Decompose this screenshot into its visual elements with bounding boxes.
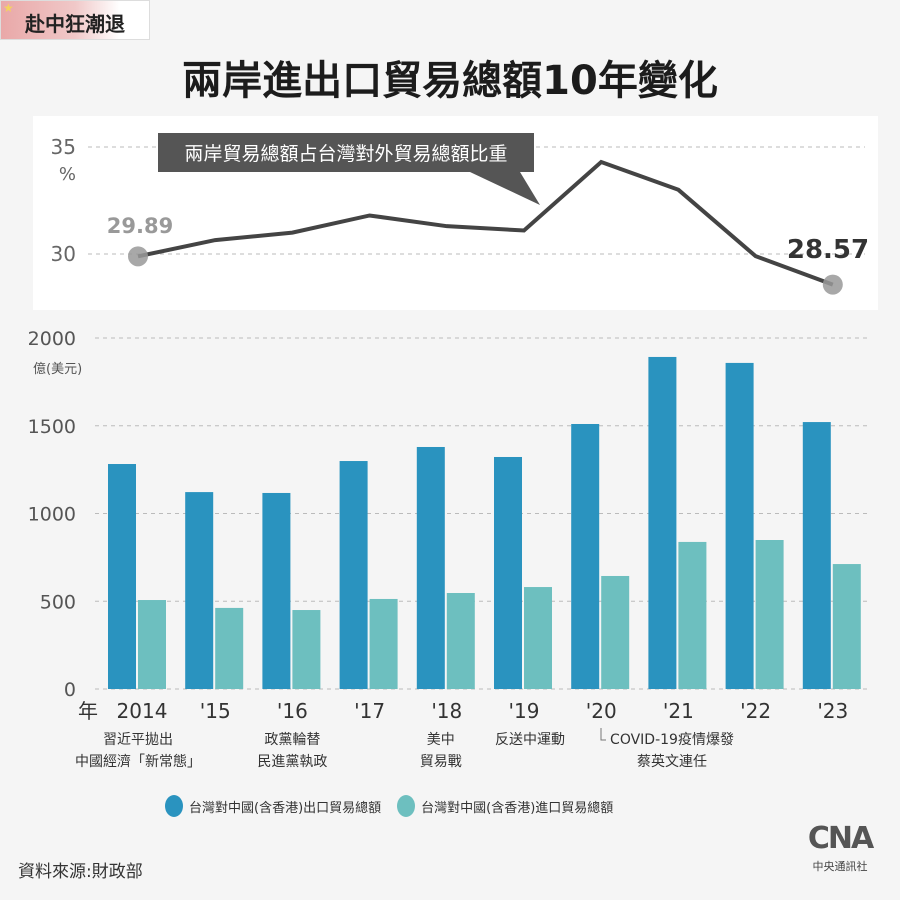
last-value-label: 28.57	[787, 235, 869, 265]
import-bar	[292, 610, 321, 689]
export-bar	[185, 492, 214, 689]
export-bar	[571, 423, 600, 689]
legend-import-swatch	[397, 795, 416, 817]
legend-export: 台灣對中國(含香港)出口貿易總額	[165, 795, 381, 817]
export-bar	[339, 461, 368, 689]
export-bar	[262, 492, 291, 689]
event-annotation: 民進黨執政	[257, 754, 327, 770]
x-tick-label: '21	[663, 699, 694, 723]
y-tick-label: 1000	[28, 504, 76, 526]
export-bar	[494, 456, 522, 689]
export-bar	[725, 362, 754, 689]
y-unit: %	[59, 164, 76, 185]
logo-name: 中央通訊社	[812, 860, 868, 873]
export-bar	[416, 446, 445, 689]
annotation-connector	[600, 728, 606, 741]
import-bar	[832, 564, 861, 689]
import-bar	[678, 541, 707, 689]
callout-pointer	[470, 172, 540, 205]
y-tick-label: 1500	[28, 416, 76, 438]
event-annotation: 美中	[427, 732, 455, 748]
x-tick-label: '20	[586, 699, 617, 723]
import-bar	[215, 607, 244, 689]
line-point	[822, 274, 843, 295]
x-tick-label: '19	[509, 699, 540, 723]
page-title: 兩岸進出口貿易總額10年變化	[182, 58, 718, 104]
x-tick-label: '16	[277, 699, 308, 723]
import-bar	[138, 600, 166, 689]
event-annotation: 反送中運動	[495, 732, 565, 748]
y-tick-label: 0	[64, 679, 76, 701]
logo-mark: CNA	[807, 821, 874, 856]
export-bar	[648, 356, 677, 689]
event-annotation: 蔡英文連任	[637, 753, 707, 770]
x-tick-label: '15	[200, 699, 231, 723]
line-point	[128, 246, 148, 267]
event-annotation: 貿易戰	[420, 754, 462, 770]
y-tick-label: 2000	[28, 328, 76, 350]
x-tick-label: '17	[354, 699, 385, 723]
event-annotation: 政黨輪替	[264, 731, 320, 748]
x-tick-label: '18	[431, 699, 462, 723]
y-tick-label: 30	[51, 242, 76, 266]
import-bar	[369, 598, 398, 689]
callout-box	[158, 133, 534, 172]
line-series	[137, 159, 834, 287]
event-annotation: 中國經濟「新常態」	[75, 754, 201, 770]
cna-logo: CNA 中央通訊社	[800, 822, 880, 874]
topic-tag-label: 赴中狂潮退	[25, 12, 125, 36]
topic-tag: ★ 赴中狂潮退	[0, 0, 150, 40]
legend-import: 台灣對中國(含香港)進口貿易總額	[397, 795, 613, 817]
import-bar	[524, 587, 552, 689]
legend-export-label: 台灣對中國(含香港)出口貿易總額	[189, 800, 382, 816]
export-bar	[802, 422, 831, 689]
import-bar	[601, 575, 630, 689]
event-annotation: COVID-19疫情爆發	[610, 732, 734, 748]
export-bar	[108, 464, 136, 689]
x-tick-label: '23	[817, 699, 848, 723]
import-bar	[755, 540, 784, 689]
event-annotation: 習近平拋出	[103, 732, 173, 748]
x-prefix: 年	[78, 699, 98, 723]
line-chart-title: 兩岸貿易總額占台灣對外貿易總額比重	[184, 143, 507, 165]
x-tick-label: 2014	[117, 699, 168, 723]
y-tick-label: 35	[51, 135, 76, 159]
x-tick-label: '22	[740, 699, 771, 723]
y-tick-label: 500	[40, 591, 76, 613]
y-unit: 億(美元)	[33, 361, 82, 377]
source-note: 資料來源:財政部	[18, 862, 143, 882]
first-value-label: 29.89	[107, 214, 173, 238]
import-bar	[446, 593, 475, 689]
legend-import-label: 台灣對中國(含香港)進口貿易總額	[421, 800, 614, 816]
star-icon: ★	[3, 1, 14, 15]
legend-export-swatch	[165, 795, 183, 817]
legend: 台灣對中國(含香港)出口貿易總額 台灣對中國(含香港)進口貿易總額	[165, 795, 613, 817]
